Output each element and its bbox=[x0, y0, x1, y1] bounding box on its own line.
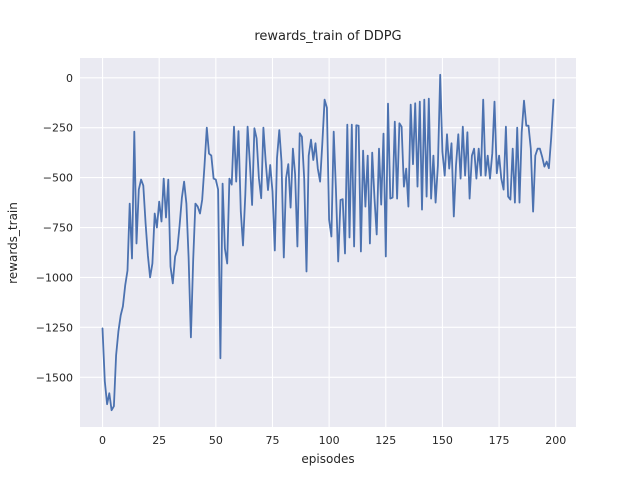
tick-label: −500 bbox=[43, 172, 73, 185]
tick-label: 75 bbox=[265, 434, 279, 447]
tick-label: −1000 bbox=[36, 271, 73, 284]
chart-title: rewards_train of DDPG bbox=[254, 29, 402, 44]
tick-label: −1250 bbox=[36, 321, 73, 334]
x-axis-label: episodes bbox=[301, 452, 355, 466]
tick-label: 100 bbox=[319, 434, 340, 447]
tick-label: 0 bbox=[99, 434, 106, 447]
tick-label: 200 bbox=[545, 434, 566, 447]
tick-label: −1500 bbox=[36, 371, 73, 384]
plot-area bbox=[80, 58, 576, 427]
tick-label: −750 bbox=[43, 222, 73, 235]
y-tick-labels: 0 −250 −500 −750 −1000 −1250 −1500 bbox=[36, 72, 73, 385]
x-tick-labels: 0 25 50 75 100 125 150 175 200 bbox=[99, 434, 566, 447]
tick-label: 175 bbox=[489, 434, 510, 447]
reward-line bbox=[101, 73, 555, 412]
tick-label: 150 bbox=[432, 434, 453, 447]
y-axis-label: rewards_train bbox=[6, 202, 20, 284]
tick-label: 125 bbox=[375, 434, 396, 447]
tick-label: 0 bbox=[66, 72, 73, 85]
tick-label: −250 bbox=[43, 122, 73, 135]
tick-label: 50 bbox=[209, 434, 223, 447]
tick-label: 25 bbox=[152, 434, 166, 447]
